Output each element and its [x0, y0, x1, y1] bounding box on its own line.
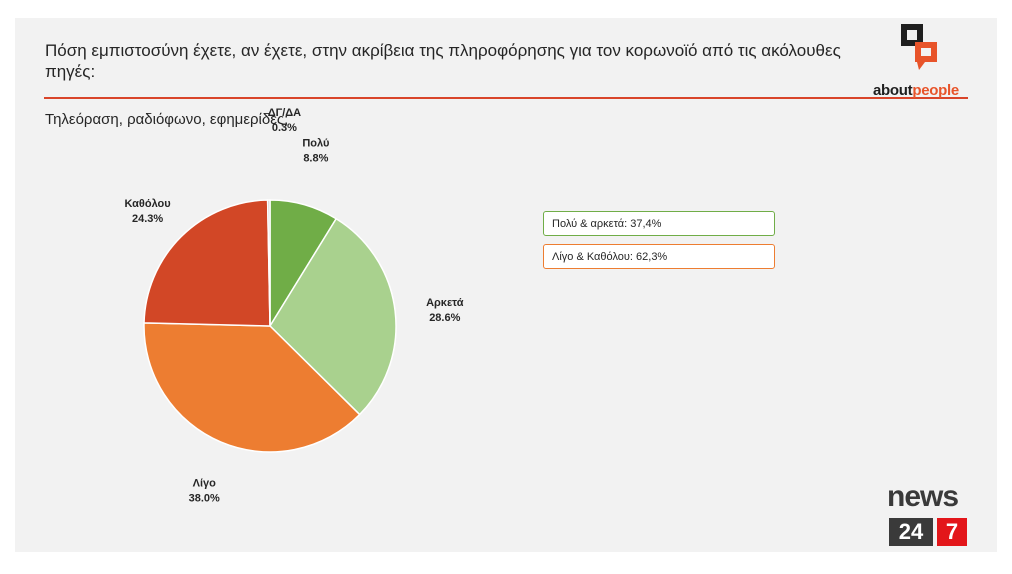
pie-slice	[269, 217, 397, 416]
slice-label: Πολύ	[302, 137, 329, 149]
slice-value-label: 8.8%	[303, 152, 328, 164]
slice-label: Καθόλου	[124, 198, 170, 210]
page-title: Πόση εμπιστοσύνη έχετε, αν έχετε, στην α…	[45, 41, 841, 81]
slice-value-label: 24.3%	[132, 213, 163, 225]
aboutpeople-logo: aboutpeople	[873, 24, 973, 104]
title-divider	[44, 97, 968, 99]
news-wordmark: news	[887, 480, 959, 513]
slice-value-label: 0.3%	[272, 122, 297, 134]
news-24-badge: 24	[889, 518, 933, 546]
slice-value-label: 38.0%	[189, 493, 220, 505]
pie-chart: Πολύ 8.8% Αρκετά 28.6% Λίγο 38.0% Καθόλου 24.3%…	[124, 107, 464, 505]
pie-slice	[266, 199, 271, 327]
callout-negative: Λίγο & Καθόλου: 62,3%	[543, 244, 775, 269]
slice-label: Λίγο	[193, 478, 217, 490]
slice-label: ΔΓ/ΔΑ	[268, 107, 301, 119]
news247-logo: news 24 7	[887, 480, 969, 548]
pie-slice	[143, 199, 271, 327]
logo-people-text: people	[912, 82, 959, 99]
speech-bubble-icon	[901, 24, 937, 70]
pie-slice	[143, 322, 361, 453]
logo-about-text: about	[873, 82, 913, 99]
slice-value-label: 28.6%	[429, 312, 460, 324]
news-7-badge: 7	[937, 518, 967, 546]
slide-background: Πόση εμπιστοσύνη έχετε, αν έχετε, στην α…	[15, 18, 997, 552]
chart-subtitle: Τηλεόραση, ραδιόφωνο, εφημερίδες;	[45, 111, 289, 128]
slice-label: Αρκετά	[426, 297, 464, 309]
callout-positive: Πολύ & αρκετά: 37,4%	[543, 211, 775, 236]
aboutpeople-wordmark: aboutpeople	[873, 82, 959, 99]
